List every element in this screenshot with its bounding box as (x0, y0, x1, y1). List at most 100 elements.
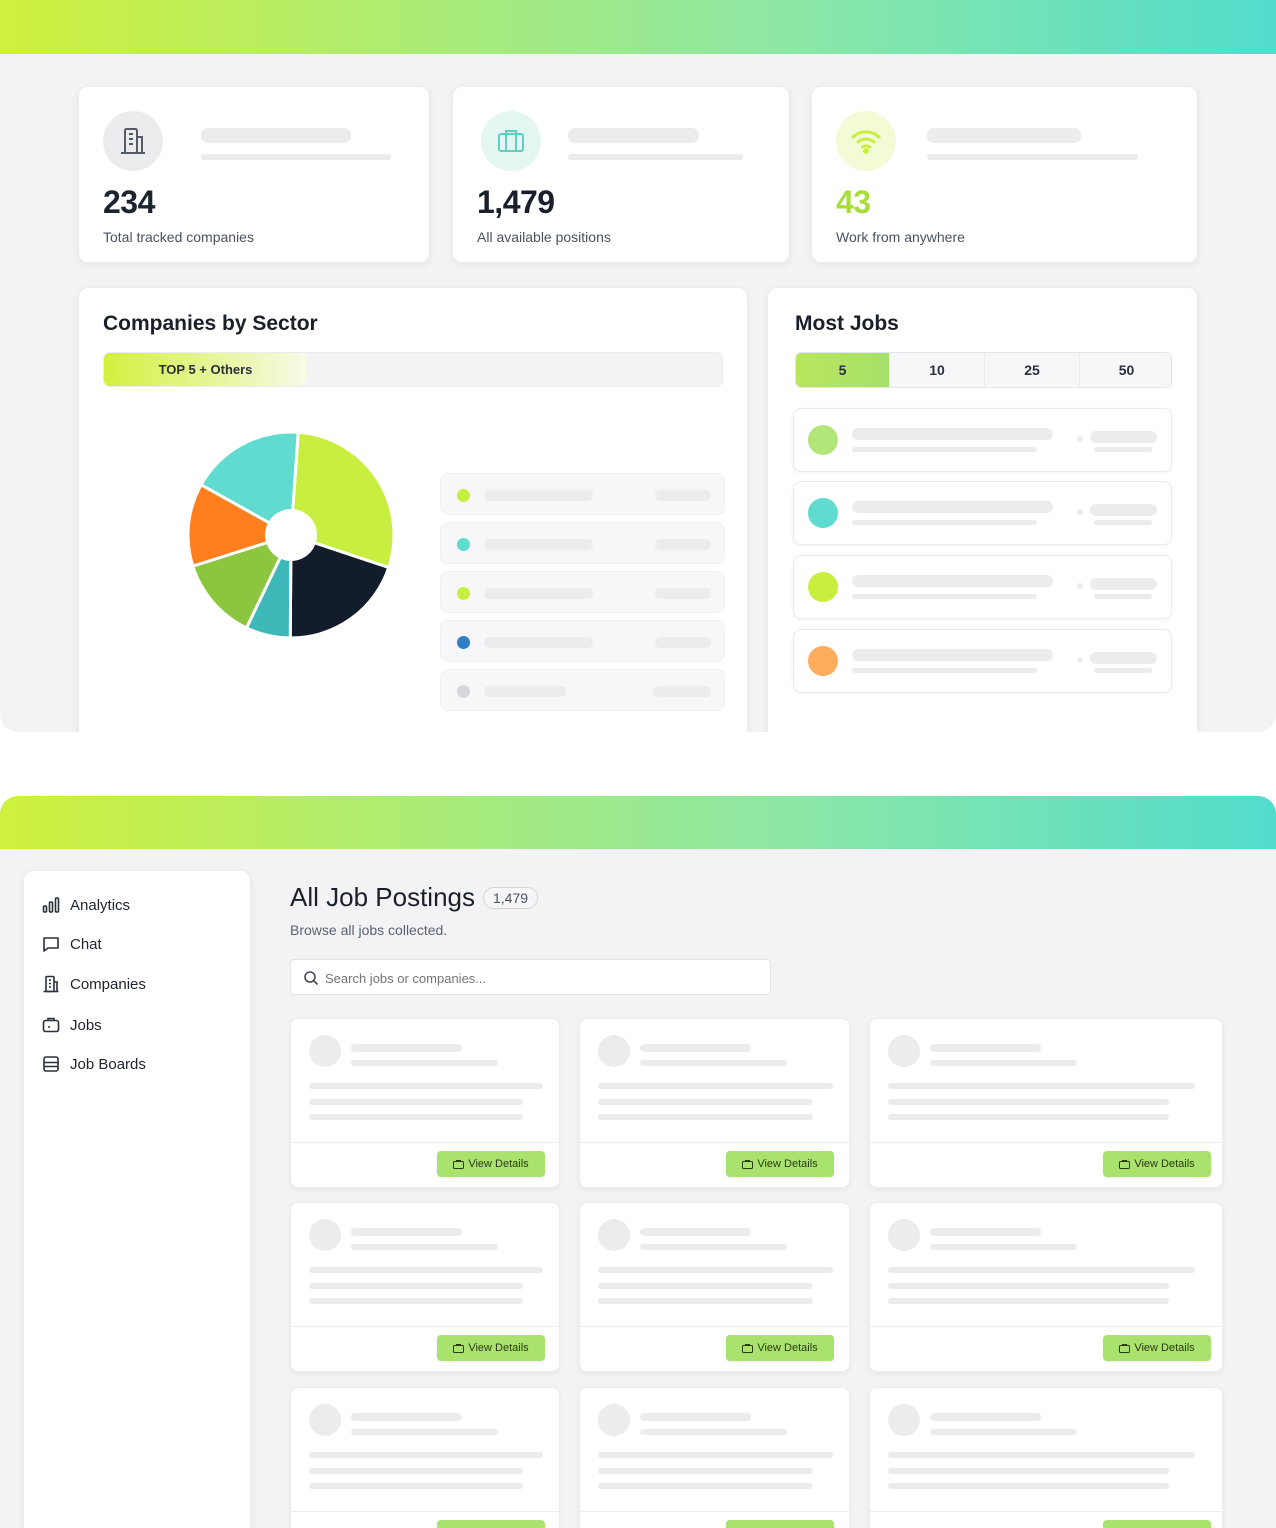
details-icon (742, 1343, 754, 1353)
view-details-button[interactable]: View Details (437, 1335, 545, 1361)
pie-slice-3[interactable] (190, 532, 294, 630)
job-posting-card: View Details (579, 1018, 850, 1188)
pie-slice-4[interactable] (186, 482, 295, 569)
details-icon (742, 1159, 754, 1169)
stat-value: 1,479 (477, 184, 555, 220)
pie-slice-1[interactable] (288, 532, 391, 640)
legend-item (440, 571, 725, 613)
view-details-button[interactable]: View Details (437, 1151, 545, 1177)
sector-card: Companies by Sector TOP 5 + Others (78, 287, 748, 732)
sidebar-item-analytics[interactable]: Analytics (42, 893, 130, 917)
view-details-button[interactable]: View Details (437, 1520, 545, 1528)
company-avatar (808, 498, 838, 528)
legend-dot (457, 587, 470, 600)
company-avatar (309, 1219, 341, 1251)
stat-value: 234 (103, 184, 155, 220)
job-posting-card: View Details (290, 1387, 560, 1528)
search-bar (290, 959, 771, 995)
chat-icon (43, 937, 59, 952)
most-jobs-row[interactable] (793, 481, 1172, 545)
view-details-button[interactable]: View Details (1103, 1520, 1211, 1528)
view-details-label: View Details (757, 1342, 818, 1354)
most-jobs-row[interactable] (793, 629, 1172, 693)
page-subtitle: Browse all jobs collected. (290, 922, 448, 938)
sidebar-item-label: Companies (70, 975, 146, 993)
section-title: Companies by Sector (103, 312, 318, 335)
stat-card-companies: 234 Total tracked companies (78, 86, 430, 263)
sidebar-item-label: Jobs (70, 1016, 102, 1034)
sidebar: Analytics Chat Companies Jobs Job Boards (23, 870, 251, 1528)
company-avatar (598, 1035, 630, 1067)
sidebar-item-chat[interactable]: Chat (42, 932, 102, 956)
tab-10[interactable]: 10 (889, 353, 984, 387)
legend-dot (457, 685, 470, 698)
tab-50[interactable]: 50 (1079, 353, 1171, 387)
stat-label: Work from anywhere (836, 229, 965, 245)
details-icon (453, 1343, 465, 1353)
view-details-button[interactable]: View Details (726, 1520, 834, 1528)
sidebar-item-label: Analytics (70, 896, 131, 914)
wifi-icon (836, 111, 896, 171)
company-avatar (808, 572, 838, 602)
sidebar-item-companies[interactable]: Companies (42, 972, 146, 996)
pie-slice-5[interactable] (199, 430, 300, 538)
view-details-button[interactable]: View Details (1103, 1335, 1211, 1361)
view-details-label: View Details (1134, 1158, 1195, 1170)
analytics-panel: 234 Total tracked companies 1,479 All av… (0, 0, 1276, 732)
details-icon (1119, 1159, 1131, 1169)
sidebar-item-jobs[interactable]: Jobs (42, 1013, 102, 1037)
company-avatar (888, 1219, 920, 1251)
legend-item (440, 620, 725, 662)
job-posting-card: View Details (869, 1018, 1223, 1188)
sector-pie-chart (186, 430, 396, 640)
most-jobs-row[interactable] (793, 555, 1172, 619)
tab-5[interactable]: 5 (796, 353, 889, 387)
view-details-label: View Details (468, 1342, 529, 1354)
job-posting-card: View Details (290, 1202, 560, 1372)
sidebar-item-job-boards[interactable]: Job Boards (42, 1052, 146, 1076)
stat-card-remote: 43 Work from anywhere (811, 86, 1198, 263)
header-gradient (0, 796, 1276, 849)
most-jobs-tabs: 5 10 25 50 (795, 352, 1172, 388)
company-avatar (888, 1035, 920, 1067)
legend-dot (457, 538, 470, 551)
companies-icon (43, 975, 59, 993)
job-posting-card: View Details (869, 1387, 1223, 1528)
company-avatar (309, 1035, 341, 1067)
page-title: All Job Postings (290, 882, 475, 912)
company-avatar (888, 1404, 920, 1436)
company-avatar (808, 646, 838, 676)
tab-top5-others[interactable]: TOP 5 + Others (104, 353, 307, 386)
company-avatar (808, 425, 838, 455)
pie-center-hole (265, 509, 317, 561)
legend-item (440, 522, 725, 564)
view-details-label: View Details (757, 1158, 818, 1170)
view-details-button[interactable]: View Details (726, 1151, 834, 1177)
details-icon (453, 1159, 465, 1169)
sidebar-item-label: Job Boards (70, 1055, 146, 1073)
legend-item (440, 473, 725, 515)
job-posting-card: View Details (579, 1387, 850, 1528)
analytics-icon (42, 897, 60, 913)
tab-25[interactable]: 25 (984, 353, 1079, 387)
jobs-icon (42, 1017, 60, 1033)
stat-card-positions: 1,479 All available positions (452, 86, 790, 263)
stat-value: 43 (836, 184, 871, 220)
view-details-button[interactable]: View Details (726, 1335, 834, 1361)
legend-dot (457, 636, 470, 649)
company-avatar (598, 1219, 630, 1251)
job-boards-icon (43, 1056, 59, 1072)
company-avatar (309, 1404, 341, 1436)
search-input[interactable] (325, 966, 755, 990)
stat-label: All available positions (477, 229, 611, 245)
sector-tab-bar: TOP 5 + Others (103, 352, 723, 387)
view-details-label: View Details (468, 1158, 529, 1170)
section-title: Most Jobs (795, 312, 899, 335)
view-details-button[interactable]: View Details (1103, 1151, 1211, 1177)
page-header: All Job Postings 1,479 (290, 882, 539, 913)
details-icon (1119, 1343, 1131, 1353)
most-jobs-row[interactable] (793, 408, 1172, 472)
briefcase-icon (481, 111, 541, 171)
job-posting-card: View Details (290, 1018, 560, 1188)
stat-label: Total tracked companies (103, 229, 254, 245)
